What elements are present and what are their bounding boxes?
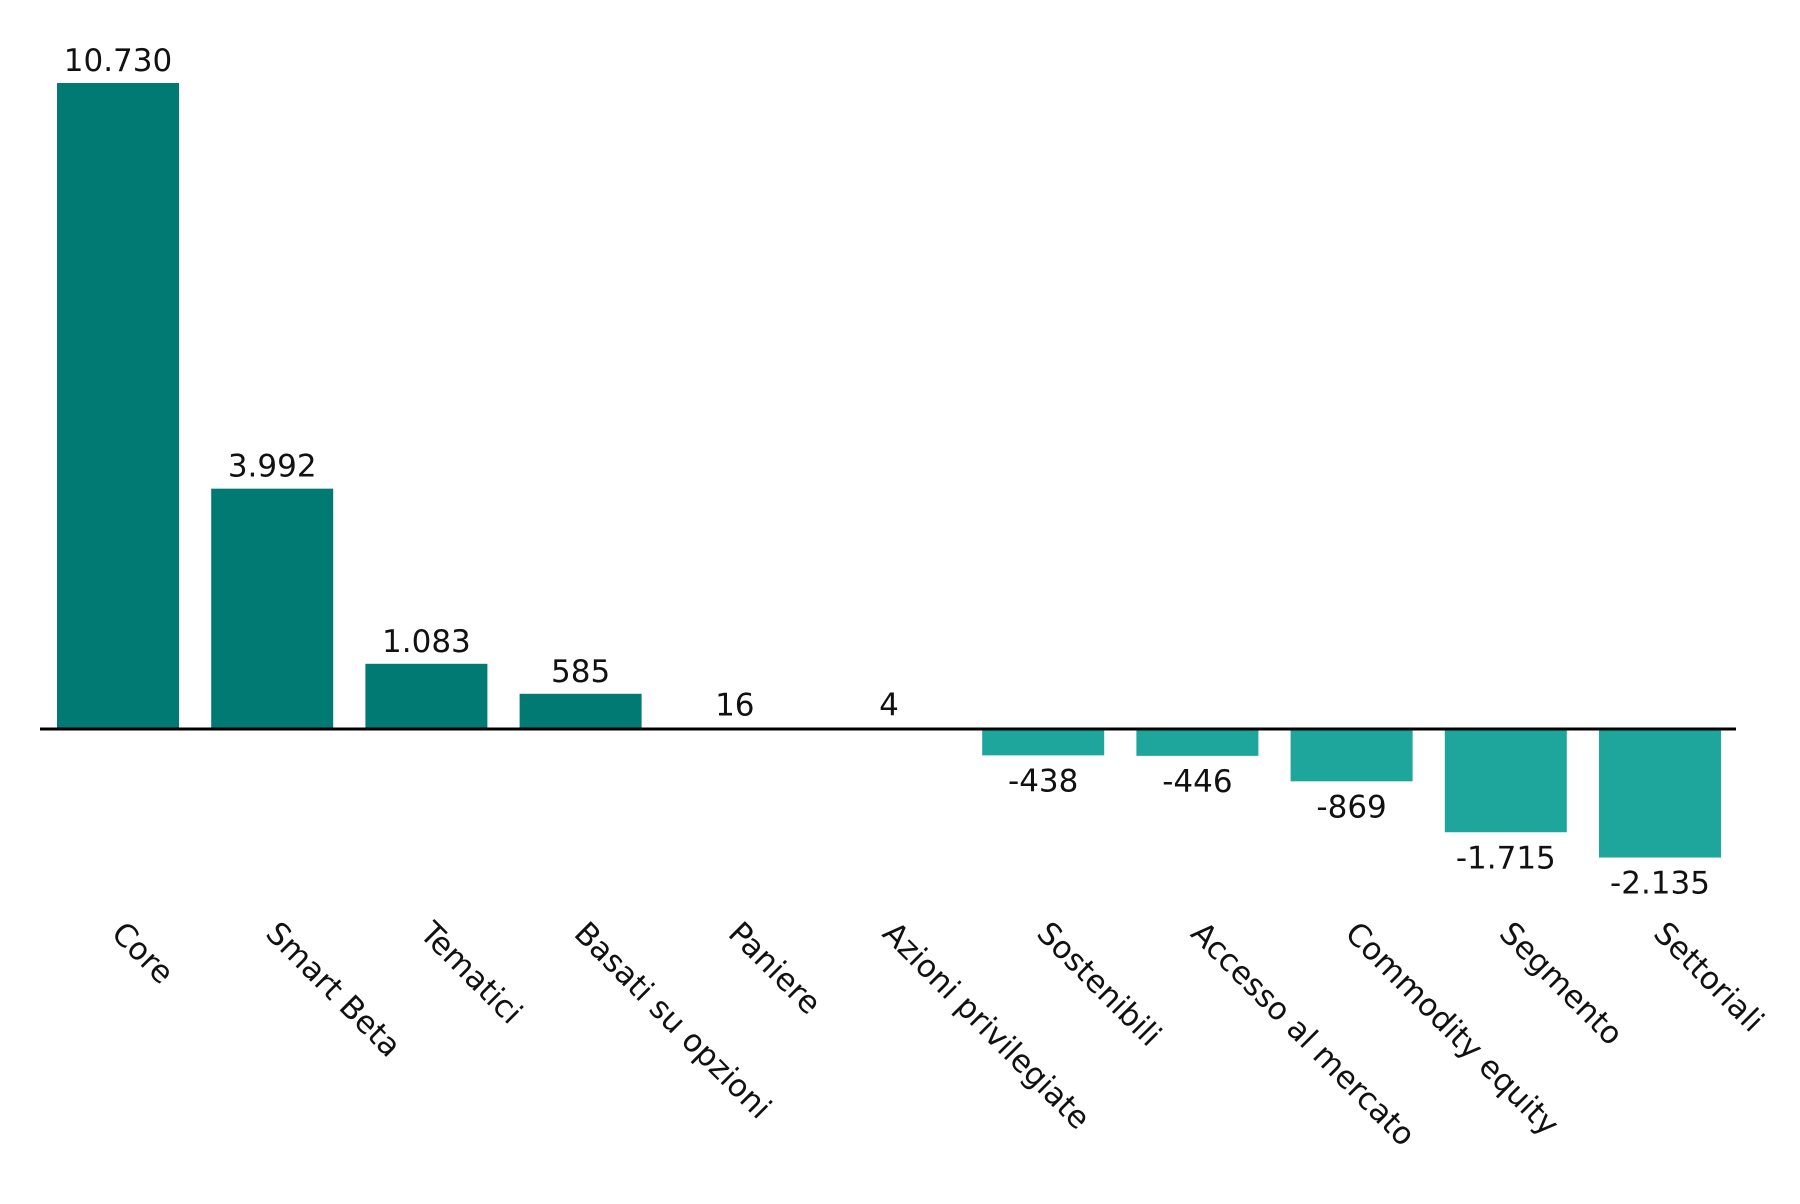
category-label: Sostenibili <box>1030 915 1168 1053</box>
category-label: Paniere <box>721 915 828 1022</box>
category-label: Settoriali <box>1646 915 1770 1039</box>
data-labels: 10.730 3.992 1.083 585 16 4 -438 -446 -869 -1.715… <box>64 43 1710 902</box>
data-label: -2.135 <box>1610 866 1710 902</box>
data-label: -869 <box>1316 789 1386 825</box>
bar-3 <box>519 693 642 729</box>
bar-1 <box>211 488 334 729</box>
category-label: Tematici <box>412 914 529 1031</box>
data-label: 16 <box>715 688 754 724</box>
data-label: 10.730 <box>64 43 172 79</box>
category-labels: Core Smart Beta Tematici Basati su opzioniP… <box>104 914 1770 1153</box>
data-label: -1.715 <box>1456 840 1556 876</box>
data-label: 4 <box>879 688 899 724</box>
category-label: Smart Beta <box>259 915 408 1064</box>
category-label: Segmento <box>1492 915 1630 1053</box>
bar-2 <box>365 663 488 729</box>
bar-10 <box>1599 729 1721 858</box>
data-label: 585 <box>551 654 610 690</box>
data-label: -446 <box>1162 764 1232 800</box>
data-label: -438 <box>1008 763 1078 799</box>
bar-7 <box>1136 729 1259 756</box>
bar-9 <box>1444 729 1567 833</box>
category-label: Core <box>104 915 180 991</box>
bar-0 <box>57 83 179 729</box>
bar-6 <box>982 729 1105 756</box>
bar-8 <box>1290 729 1413 782</box>
data-label: 1.083 <box>382 624 471 660</box>
data-label: 3.992 <box>228 449 317 485</box>
